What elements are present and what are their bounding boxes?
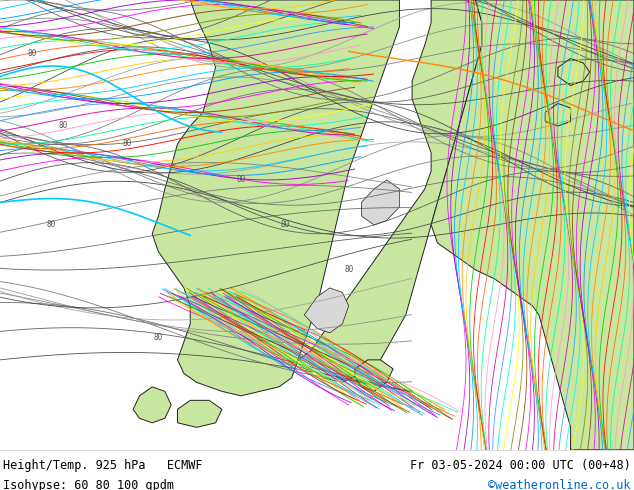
Text: 80: 80 (27, 49, 36, 58)
Text: 80: 80 (46, 220, 55, 229)
Text: Isohypse: 60 80 100 gpdm: Isohypse: 60 80 100 gpdm (3, 479, 174, 490)
Text: 80: 80 (281, 220, 290, 229)
Text: 80: 80 (59, 122, 68, 130)
Text: Fr 03-05-2024 00:00 UTC (00+48): Fr 03-05-2024 00:00 UTC (00+48) (410, 459, 631, 472)
Text: 80: 80 (122, 140, 131, 148)
Text: ©weatheronline.co.uk: ©weatheronline.co.uk (488, 479, 631, 490)
Text: 80: 80 (154, 333, 163, 342)
Text: Height/Temp. 925 hPa   ECMWF: Height/Temp. 925 hPa ECMWF (3, 459, 203, 472)
Text: 80: 80 (236, 175, 245, 184)
Text: 80: 80 (344, 266, 353, 274)
